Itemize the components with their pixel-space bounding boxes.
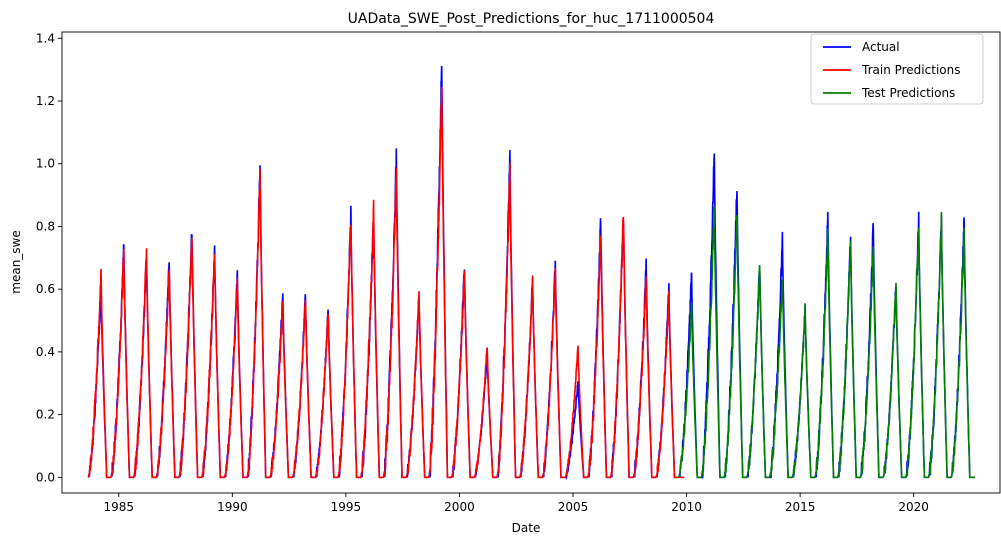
y-tick-label: 1.2	[36, 94, 55, 108]
y-tick-label: 0.4	[36, 345, 55, 359]
x-axis: 1985 1990 1995 2000 2005 2010 2015 2020	[104, 493, 929, 514]
legend-box	[810, 33, 984, 105]
x-tick-label: 2010	[671, 500, 702, 514]
y-tick-label: 0.0	[36, 470, 55, 484]
plot-area	[61, 31, 1001, 494]
chart-title: UAData_SWE_Post_Predictions_for_huc_1711…	[348, 11, 715, 27]
x-tick-label: 2000	[444, 500, 475, 514]
legend: Actual Train Predictions Test Predictions	[810, 33, 984, 105]
legend-entry-label: Train Predictions	[861, 63, 960, 77]
y-tick-label: 0.2	[36, 408, 55, 422]
series-line-test	[678, 206, 975, 479]
plot-border	[61, 31, 1001, 494]
x-tick-label: 1995	[331, 500, 362, 514]
x-axis-label: Date	[512, 521, 541, 535]
y-axis: 0.0 0.2 0.4 0.6 0.8 1.0 1.2 1.4	[36, 31, 62, 484]
x-tick-label: 2005	[558, 500, 589, 514]
legend-entry-label: Actual	[862, 40, 900, 54]
y-axis-label: mean_swe	[9, 230, 23, 293]
x-tick-label: 1985	[104, 500, 135, 514]
y-tick-label: 0.8	[36, 219, 55, 233]
x-tick-label: 2015	[785, 500, 816, 514]
y-tick-label: 0.6	[36, 282, 55, 296]
y-tick-label: 1.4	[36, 31, 55, 45]
x-tick-label: 2020	[898, 500, 929, 514]
series-line-train	[87, 86, 685, 479]
series-layer	[87, 65, 975, 481]
x-tick-label: 1990	[217, 500, 248, 514]
legend-entry-label: Test Predictions	[861, 86, 955, 100]
y-tick-label: 1.0	[36, 157, 55, 171]
